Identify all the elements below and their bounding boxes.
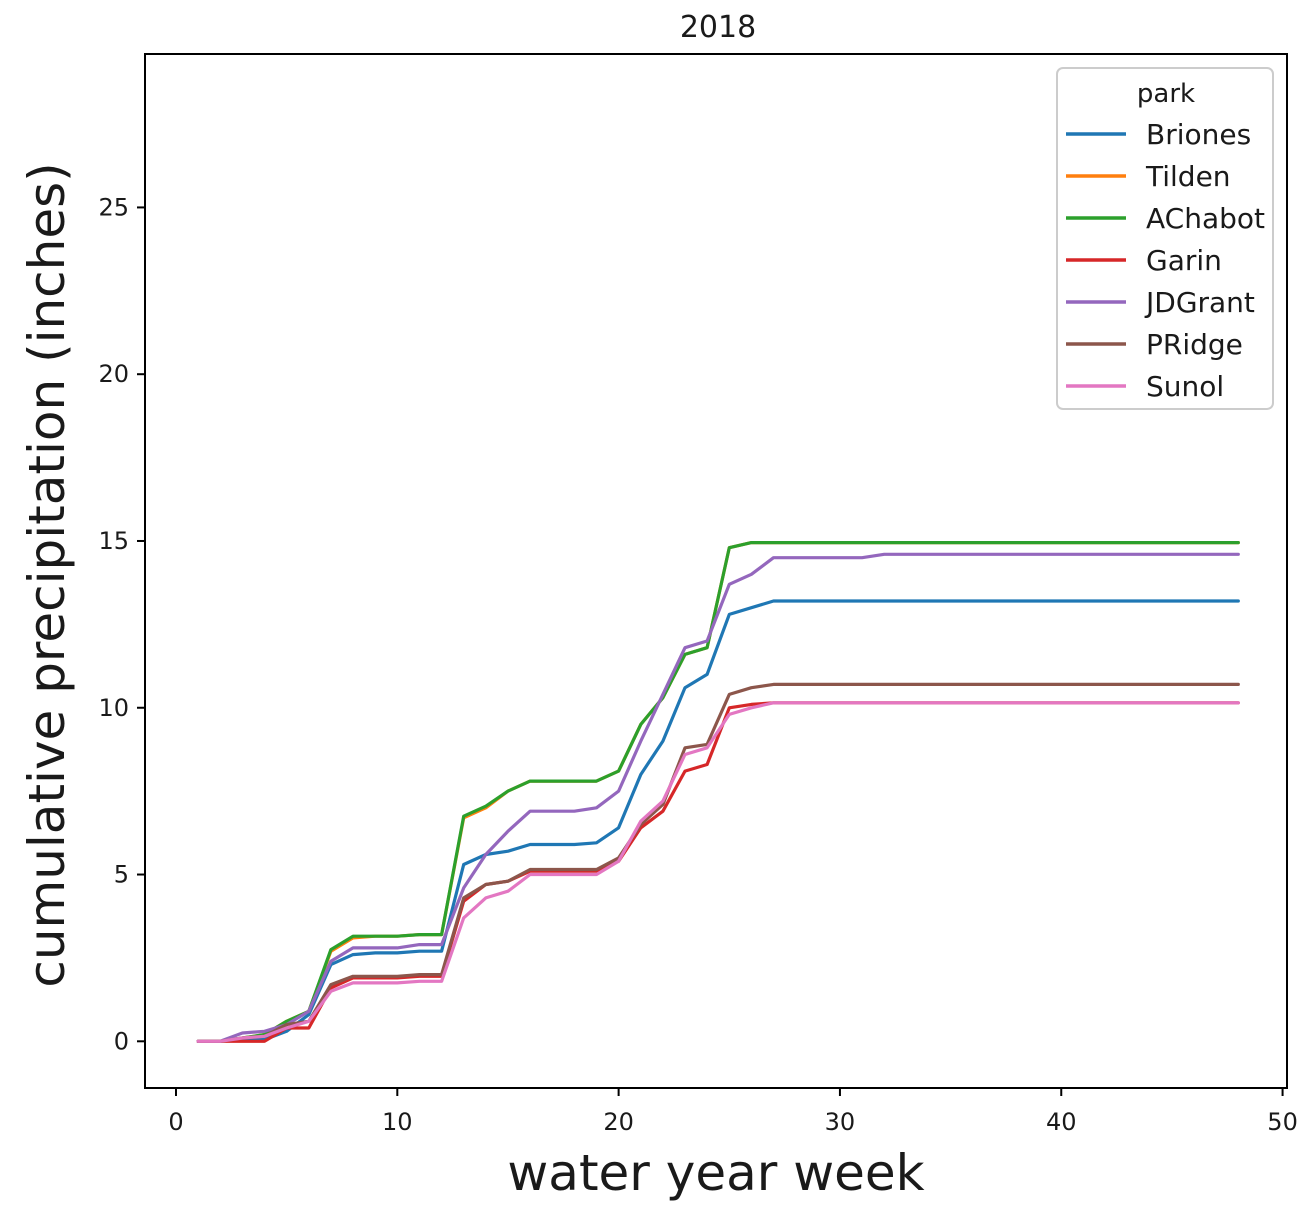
- series-line-sunol: [196, 701, 1240, 1043]
- x-axis-label: water year week: [507, 1144, 924, 1202]
- legend-label-garin: Garin: [1146, 244, 1222, 277]
- y-axis: 0 5 10 15 20 25: [98, 193, 145, 1055]
- series-line-garin: [196, 701, 1240, 1043]
- series-line-achabot: [196, 541, 1240, 1043]
- series-line-jdgrant: [196, 552, 1240, 1043]
- series-line-briones: [196, 599, 1240, 1043]
- x-tick-label: 30: [825, 1108, 856, 1136]
- legend-items: Briones Tilden AChabot Garin JDGrant PRidge Su…: [1066, 118, 1265, 403]
- x-tick-label: 40: [1046, 1108, 1077, 1136]
- y-tick-label: 25: [98, 193, 129, 221]
- chart-title: 2018: [680, 10, 756, 45]
- y-axis-label: cumulative precipitation (inches): [18, 162, 76, 987]
- legend: park Briones Tilden AChabot Garin JDGrant PRi…: [1056, 67, 1274, 410]
- legend-label-jdgrant: JDGrant: [1144, 286, 1255, 319]
- legend-label-briones: Briones: [1146, 118, 1251, 151]
- x-axis: 0 10 20 30 40 50: [168, 1088, 1298, 1136]
- x-tick-label: 10: [382, 1108, 413, 1136]
- series-line-tilden: [196, 541, 1240, 1043]
- x-tick-label: 0: [168, 1108, 183, 1136]
- legend-label-pridge: PRidge: [1146, 328, 1243, 361]
- legend-label-tilden: Tilden: [1145, 160, 1231, 193]
- x-tick-label: 50: [1267, 1108, 1298, 1136]
- legend-label-achabot: AChabot: [1146, 202, 1265, 235]
- y-tick-label: 15: [98, 527, 129, 555]
- y-tick-label: 20: [98, 360, 129, 388]
- series-line-pridge: [196, 682, 1240, 1043]
- legend-label-sunol: Sunol: [1146, 370, 1224, 403]
- series-layer: [196, 541, 1240, 1043]
- x-tick-label: 20: [603, 1108, 634, 1136]
- plot-frame: [144, 53, 1288, 1089]
- y-tick-label: 5: [114, 861, 129, 889]
- y-tick-label: 0: [114, 1027, 129, 1055]
- legend-title: park: [1137, 79, 1195, 109]
- legend-box: [1056, 67, 1274, 410]
- y-tick-label: 10: [98, 694, 129, 722]
